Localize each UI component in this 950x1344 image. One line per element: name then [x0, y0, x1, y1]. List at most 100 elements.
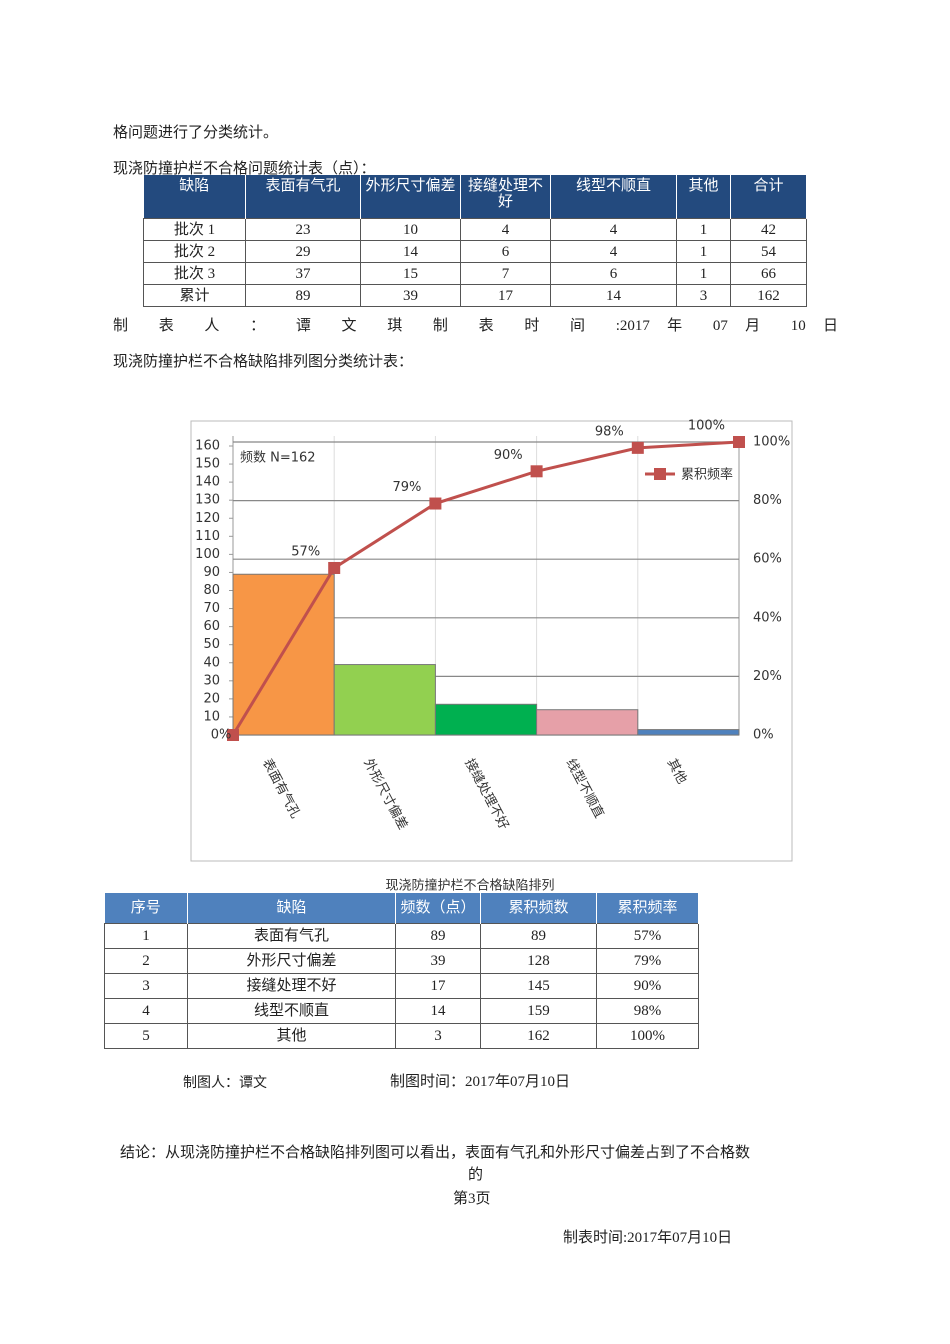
y2-tick-label: 80%	[753, 493, 782, 508]
cell: 57%	[596, 923, 699, 949]
cell: 1	[104, 923, 188, 949]
cell: 98%	[596, 998, 699, 1024]
cell: 100%	[596, 1023, 699, 1049]
header-cell: 外形尺寸偏差	[360, 175, 461, 219]
header-cell: 表面有气孔	[245, 175, 361, 219]
paragraph: 格问题进行了分类统计。	[113, 125, 279, 141]
data-label: 90%	[494, 448, 523, 463]
header-cell: 合计	[730, 175, 807, 219]
header-cell: 频数（点）	[395, 893, 481, 924]
row: 4 线型不顺直 14 159 98%	[104, 998, 699, 1024]
y2-tick-label: 0%	[753, 728, 774, 743]
chart-title: 现浇防撞护栏不合格缺陷排列	[385, 878, 554, 894]
cell: 累计	[143, 284, 246, 307]
cell: 159	[480, 998, 597, 1024]
cumulative-line	[231, 440, 740, 736]
pareto-table: 序号 缺陷 频数（点） 累积频数 累积频率 1 表面有气孔 89 89 57% 2 外形尺寸偏差 39 1…	[104, 893, 699, 1049]
header-cell: 其他	[676, 175, 731, 219]
chart-author: 制图人：谭文	[183, 1076, 267, 1091]
row: 2 外形尺寸偏差 39 128 79%	[104, 948, 699, 974]
header-cell: 线型不顺直	[550, 175, 677, 219]
cell: 89	[245, 284, 361, 307]
cell: 14	[550, 284, 677, 307]
chart-heading: 现浇防撞护栏不合格缺陷排列图分类统计表：	[113, 354, 414, 370]
bar	[637, 729, 740, 736]
row: 批次 1 23 10 4 4 1 42	[143, 218, 807, 241]
y-tick-label: 10	[203, 709, 220, 724]
chart-date: 制图时间：2017年07月10日	[390, 1074, 571, 1090]
y-tick-label: 60	[203, 619, 220, 634]
y-tick-label: 20	[203, 691, 220, 706]
cell: 79%	[596, 948, 699, 974]
y2-tick-label: 40%	[753, 610, 782, 625]
row: 批次 2 29 14 6 4 1 54	[143, 240, 807, 263]
cell: 162	[730, 284, 807, 307]
page-number: 第3页	[453, 1191, 491, 1207]
line-marker	[631, 441, 644, 454]
cell: 线型不顺直	[187, 998, 396, 1024]
header-cell: 累积频数	[480, 893, 597, 924]
y-tick-label: 160	[195, 439, 220, 454]
data-label: 100%	[688, 419, 725, 434]
annotation: 频数 N=162	[240, 451, 316, 466]
header-cell: 缺陷	[187, 893, 396, 924]
bar	[536, 709, 639, 736]
cell: 128	[480, 948, 597, 974]
conclusion-end: 的	[468, 1167, 484, 1183]
header-cell: 缺陷	[143, 175, 246, 219]
y-tick-label: 70	[203, 601, 220, 616]
line-marker	[328, 561, 341, 574]
y-tick-label: 100	[195, 547, 220, 562]
bar	[333, 664, 436, 736]
cell: 表面有气孔	[187, 923, 396, 949]
cell: 2	[104, 948, 188, 974]
row: 累计 89 39 17 14 3 162	[143, 284, 807, 307]
line-marker	[227, 729, 239, 741]
header-row: 缺陷 表面有气孔 外形尺寸偏差 接缝处理不好 线型不顺直 其他 合计	[143, 175, 807, 219]
data-label: 79%	[392, 480, 421, 495]
data-label: 0%	[211, 728, 232, 743]
y-tick-label: 80	[203, 583, 220, 598]
y-tick-label: 150	[195, 457, 220, 472]
cell: 89	[395, 923, 481, 949]
line-marker	[429, 497, 442, 510]
line-marker	[733, 436, 745, 448]
legend-marker	[654, 468, 666, 480]
cell: 90%	[596, 973, 699, 999]
header-cell: 序号	[104, 893, 188, 924]
cell: 4	[104, 998, 188, 1024]
y-tick-label: 50	[203, 637, 220, 652]
cell: 17	[395, 973, 481, 999]
row: 1 表面有气孔 89 89 57%	[104, 923, 699, 949]
paragraph: 现浇防撞护栏不合格问题统计表（点）：	[113, 161, 376, 177]
y-tick-label: 120	[195, 511, 220, 526]
y-tick-label: 40	[203, 655, 220, 670]
bar	[434, 703, 538, 736]
header-cell: 接缝处理不好	[460, 175, 551, 219]
cell: 3	[104, 973, 188, 999]
y-tick-label: 90	[203, 565, 220, 580]
cell: 其他	[187, 1023, 396, 1049]
cell: 145	[480, 973, 597, 999]
cell: 外形尺寸偏差	[187, 948, 396, 974]
y2-tick-label: 60%	[753, 552, 782, 567]
y2-tick-label: 100%	[753, 435, 790, 450]
conclusion: 结论：从现浇防撞护栏不合格缺陷排列图可以看出，表面有气孔和外形尺寸偏差占到了不合…	[120, 1145, 751, 1161]
data-label: 57%	[291, 544, 320, 559]
header-cell: 累积频率	[596, 893, 699, 924]
cell: 接缝处理不好	[187, 973, 396, 999]
chart: 10 20 30 40 50 60 70 80 90 100 110 120 130 140 150 160 0…	[190, 419, 793, 894]
cell: 162	[480, 1023, 597, 1049]
cell: 89	[480, 923, 597, 949]
defect-table: 缺陷 表面有气孔 外形尺寸偏差 接缝处理不好 线型不顺直 其他 合计 批次 1 23 10 4 4 1 4…	[143, 175, 807, 307]
y-tick-label: 130	[195, 493, 220, 508]
signature: 制 表 人 ： 谭 文 琪 制 表 时 间 :2017 年 07 月 10 日	[113, 318, 838, 334]
y-tick-label: 140	[195, 475, 220, 490]
y-tick-label: 110	[195, 529, 220, 544]
footer-date: 制表时间:2017年07月10日	[563, 1230, 733, 1246]
legend-label: 累积频率	[681, 467, 733, 483]
y-tick-label: 30	[203, 673, 220, 688]
y2-tick-label: 20%	[753, 669, 782, 684]
cell: 39	[360, 284, 461, 307]
